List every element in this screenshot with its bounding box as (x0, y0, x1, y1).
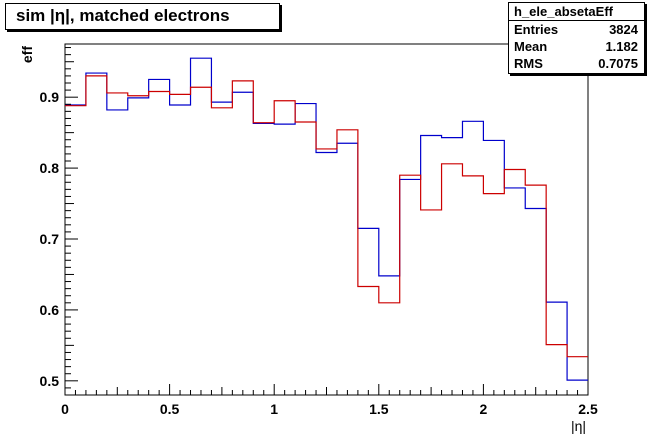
stats-box: h_ele_absetaEff Entries 3824 Mean 1.182 … (508, 2, 645, 74)
stats-value: 1.182 (605, 39, 638, 54)
stats-label: RMS (514, 56, 543, 71)
stats-label: Entries (514, 22, 559, 37)
series-line-1 (65, 75, 588, 358)
stats-histogram-name: h_ele_absetaEff (509, 3, 644, 21)
y-tick-label: 0.6 (40, 302, 60, 318)
plot-title-box: sim |η|, matched electrons (5, 3, 280, 30)
x-tick-label: 2.5 (578, 401, 598, 417)
stats-value: 0.7075 (598, 56, 638, 71)
x-tick-label: 0.5 (160, 401, 180, 417)
stats-label: Mean (514, 39, 548, 54)
plot-frame (64, 43, 589, 396)
x-tick-label: 0 (61, 401, 69, 417)
stats-row-rms: RMS 0.7075 (509, 55, 644, 72)
x-tick-label: 1 (270, 401, 278, 417)
x-axis-label: |η| (571, 418, 586, 434)
series-line-0 (65, 57, 588, 381)
x-tick-label: 2 (480, 401, 488, 417)
stats-value: 3824 (609, 22, 638, 37)
plot-title: sim |η|, matched electrons (16, 6, 230, 25)
y-tick-label: 0.5 (40, 373, 60, 389)
y-tick-label: 0.7 (40, 231, 60, 247)
y-axis-label: eff (19, 46, 35, 63)
x-tick-label: 1.5 (369, 401, 389, 417)
y-tick-label: 0.8 (40, 160, 60, 176)
stats-row-mean: Mean 1.182 (509, 38, 644, 55)
stats-row-entries: Entries 3824 (509, 21, 644, 38)
y-tick-label: 0.9 (40, 89, 60, 105)
